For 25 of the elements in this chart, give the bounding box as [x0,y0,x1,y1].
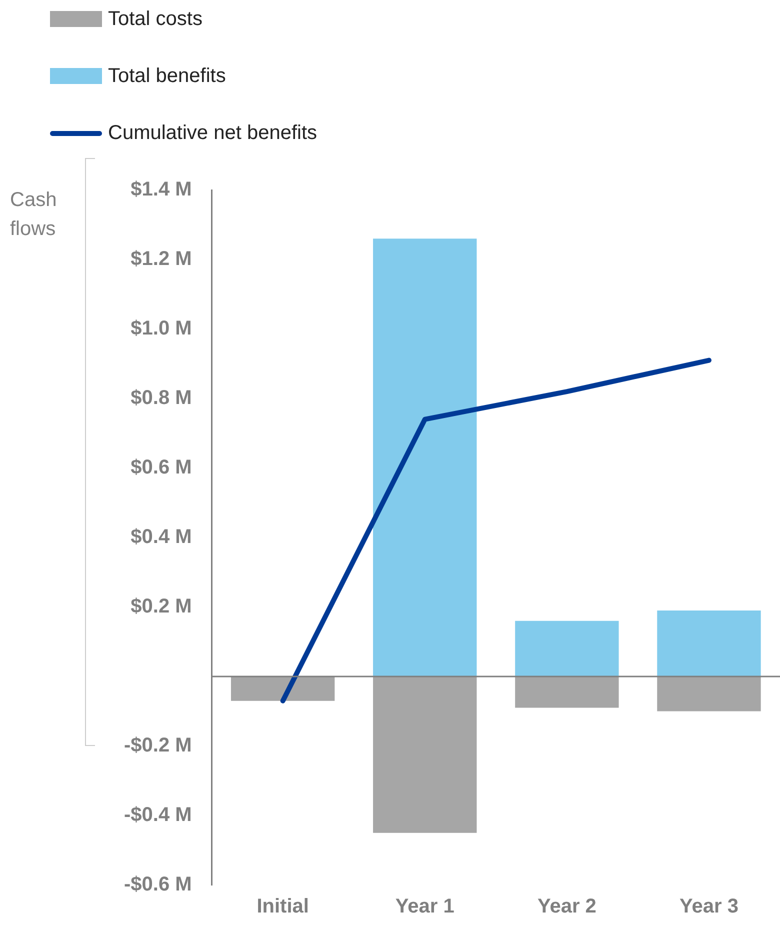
legend-label: Cumulative net benefits [108,122,318,144]
bar [657,610,761,676]
bar [657,676,761,712]
bar [373,238,477,676]
bar [515,620,619,676]
x-tick-label: Year 1 [395,896,454,918]
y-tick-label: $0.2 M [130,596,192,618]
y-tick-label: -$0.4 M [124,804,192,826]
legend-label: Total benefits [108,64,226,88]
y-axis-title: Cash flows [10,188,58,242]
x-tick-label: Initial [256,896,309,918]
bar [373,676,477,833]
y-tick-label: $0.6 M [130,456,192,479]
x-tick-label: Year 3 [680,896,738,918]
bar [515,676,619,708]
x-tick-label: Year 2 [537,896,596,918]
y-tick-label: $1.2 M [130,248,192,270]
y-tick-label: $0.4 M [130,526,192,548]
legend-label: Total costs [108,8,202,30]
bar [230,676,335,701]
y-tick-label: $1.4 M [130,178,192,201]
y-tick-label: -$0.2 M [124,734,192,757]
y-tick-label: -$0.6 M [124,874,192,896]
y-tick-label: $1.0 M [130,318,192,340]
y-tick-label: $0.8 M [130,387,192,410]
